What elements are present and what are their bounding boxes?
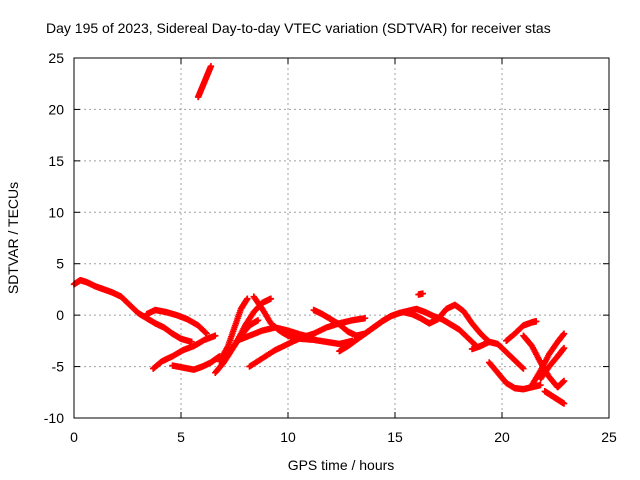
x-axis-label: GPS time / hours: [288, 457, 395, 473]
series-arc-14: [400, 301, 493, 346]
series-arc-18: [503, 318, 540, 345]
y-tick-label: 5: [56, 256, 64, 272]
series-arc-19: [520, 332, 568, 391]
series-arc-22: [541, 388, 568, 407]
data-point: [560, 377, 568, 385]
series-arc-8: [224, 295, 275, 358]
x-tick-label: 25: [601, 429, 617, 445]
data-point: [560, 330, 568, 337]
y-tick-label: 25: [48, 50, 64, 66]
data-point: [212, 332, 219, 339]
data-point: [520, 365, 527, 372]
data-point: [361, 315, 369, 322]
y-tick-label: 15: [48, 153, 64, 169]
series-arc-17: [485, 359, 544, 393]
series-arc-21: [537, 344, 568, 383]
data-point: [254, 317, 262, 324]
data-point: [203, 330, 210, 337]
data-point: [533, 318, 540, 325]
y-tick-label: -10: [44, 410, 64, 426]
series-arc-2: [143, 306, 210, 337]
x-tick-label: 20: [494, 429, 510, 445]
series-arc-3: [149, 332, 219, 372]
data-point: [560, 400, 568, 407]
series-arc-16: [468, 338, 527, 372]
data-point: [537, 381, 544, 389]
series-arc-1: [70, 276, 195, 346]
x-tick-label: 10: [280, 429, 296, 445]
data-point: [207, 63, 215, 70]
data-point: [244, 295, 251, 302]
series-arc-7: [216, 295, 251, 365]
data-point: [202, 329, 210, 337]
series-arc-11: [246, 315, 369, 370]
x-tick-label: 0: [70, 429, 78, 445]
data-point: [560, 344, 568, 352]
data-point: [419, 290, 427, 297]
series-arc-5: [194, 63, 215, 101]
data-point: [519, 364, 526, 372]
ticks-layer: 0 5 10 15 20 25 -10 -5 0 5 10 15 20 25: [44, 50, 617, 445]
y-axis-label: SDTVAR / TECUs: [5, 182, 21, 294]
series-arc-15: [415, 290, 427, 298]
x-tick-label: 5: [177, 429, 185, 445]
data-marks-layer: [70, 63, 568, 407]
series-arc-4: [169, 353, 223, 373]
y-tick-label: -5: [52, 359, 65, 375]
y-tick-label: 10: [48, 204, 64, 220]
y-tick-label: 0: [56, 307, 64, 323]
plot-frame: [73, 57, 610, 419]
x-tick-label: 15: [387, 429, 403, 445]
y-tick-label: 20: [48, 101, 64, 117]
data-point: [267, 295, 275, 302]
chart-title: Day 195 of 2023, Sidereal Day-to-day VTE…: [46, 20, 551, 36]
